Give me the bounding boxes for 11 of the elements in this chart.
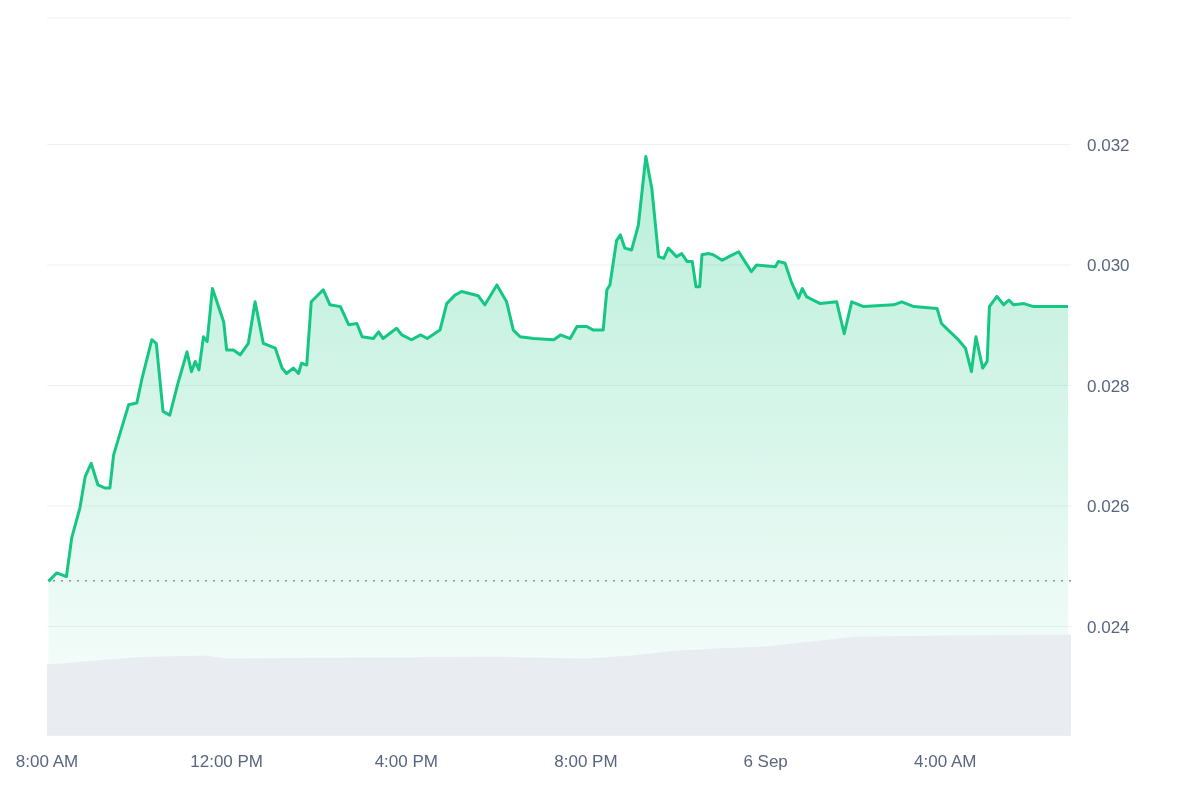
- y-tick-label: 0.032: [1087, 135, 1130, 155]
- x-tick-label: 4:00 AM: [914, 752, 977, 772]
- x-tick-label: 6 Sep: [743, 752, 788, 772]
- x-tick-label: 8:00 AM: [15, 752, 79, 772]
- y-tick-label: 0.030: [1087, 256, 1130, 276]
- x-tick-label: 4:00 PM: [374, 752, 438, 772]
- y-tick-label: 0.028: [1087, 376, 1130, 396]
- y-tick-label: 0.026: [1087, 497, 1130, 517]
- x-tick-label: 8:00 PM: [554, 752, 618, 772]
- x-tick-label: 12:00 PM: [190, 752, 264, 772]
- y-tick-label: 0.024: [1087, 617, 1130, 637]
